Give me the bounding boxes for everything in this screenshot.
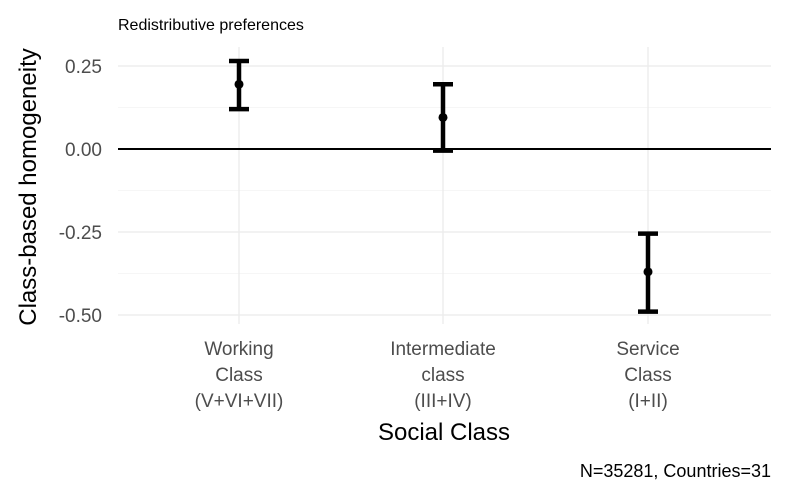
point-estimate-1 xyxy=(438,112,448,122)
x-tick-label-1-line-2: (III+IV) xyxy=(414,391,472,412)
chart-subtitle: Redistributive preferences xyxy=(118,17,304,34)
y-tick-label-0: 0.25 xyxy=(65,57,102,78)
point-estimate-0 xyxy=(234,79,244,89)
x-tick-label-2-line-2: (I+II) xyxy=(628,391,668,412)
x-axis-ticks: Working Class (V+VI+VII) Intermediate class (… xyxy=(195,339,680,412)
x-tick-label-2-line-1: Class xyxy=(624,365,672,386)
x-axis-title: Social Class xyxy=(378,419,510,446)
x-tick-label-0-line-1: Class xyxy=(215,365,263,386)
x-tick-label-0-line-2: (V+VI+VII) xyxy=(195,391,284,412)
y-tick-label-3: -0.50 xyxy=(59,306,102,327)
y-axis-ticks: 0.25 0.00 -0.25 -0.50 xyxy=(59,57,102,327)
x-tick-label-1-line-0: Intermediate xyxy=(390,339,496,360)
point-estimate-2 xyxy=(643,267,653,277)
y-tick-label-1: 0.00 xyxy=(65,140,102,161)
x-tick-label-0-line-0: Working xyxy=(204,339,273,360)
error-bars xyxy=(229,58,658,314)
x-tick-label-1-line-1: class xyxy=(421,365,464,386)
x-tick-label-2-line-0: Service xyxy=(616,339,679,360)
chart-caption: N=35281, Countries=31 xyxy=(580,461,771,481)
y-axis-title: Class-based homogeneity xyxy=(15,48,42,326)
y-tick-label-2: -0.25 xyxy=(59,223,102,244)
